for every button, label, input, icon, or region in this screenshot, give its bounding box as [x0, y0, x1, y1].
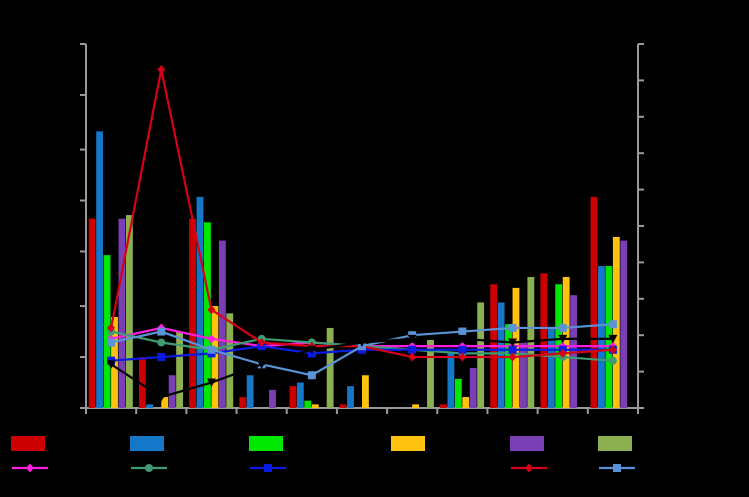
chart-legend: [0, 425, 749, 497]
legend-row-line-series: [0, 455, 749, 485]
legend-line-marker-icon: [510, 460, 548, 476]
legend-item-series-line-2[interactable]: [130, 455, 173, 481]
lines-layer: [106, 64, 618, 402]
legend-item-series-line-4[interactable]: [510, 455, 553, 481]
legend-item-series-bar-4[interactable]: [391, 430, 430, 456]
legend-item-series-bar-3[interactable]: [249, 430, 288, 456]
legend-row-bar-series: [0, 430, 749, 460]
legend-swatch-icon: [510, 435, 544, 451]
legend-item-series-line-1[interactable]: [11, 455, 54, 481]
legend-swatch-icon: [598, 435, 632, 451]
legend-line-marker-icon: [249, 460, 287, 476]
legend-swatch-icon: [130, 435, 164, 451]
legend-item-series-bar-2[interactable]: [130, 430, 169, 456]
legend-item-series-bar-6[interactable]: [598, 430, 637, 456]
legend-line-marker-icon: [130, 460, 168, 476]
legend-item-series-bar-5[interactable]: [510, 430, 549, 456]
legend-line-marker-icon: [598, 460, 636, 476]
legend-swatch-icon: [11, 435, 45, 451]
legend-item-series-line-5[interactable]: [598, 455, 641, 481]
legend-item-series-bar-1[interactable]: [11, 430, 50, 456]
legend-line-marker-icon: [11, 460, 49, 476]
legend-swatch-icon: [249, 435, 283, 451]
legend-swatch-icon: [391, 435, 425, 451]
legend-item-series-line-3[interactable]: [249, 455, 292, 481]
